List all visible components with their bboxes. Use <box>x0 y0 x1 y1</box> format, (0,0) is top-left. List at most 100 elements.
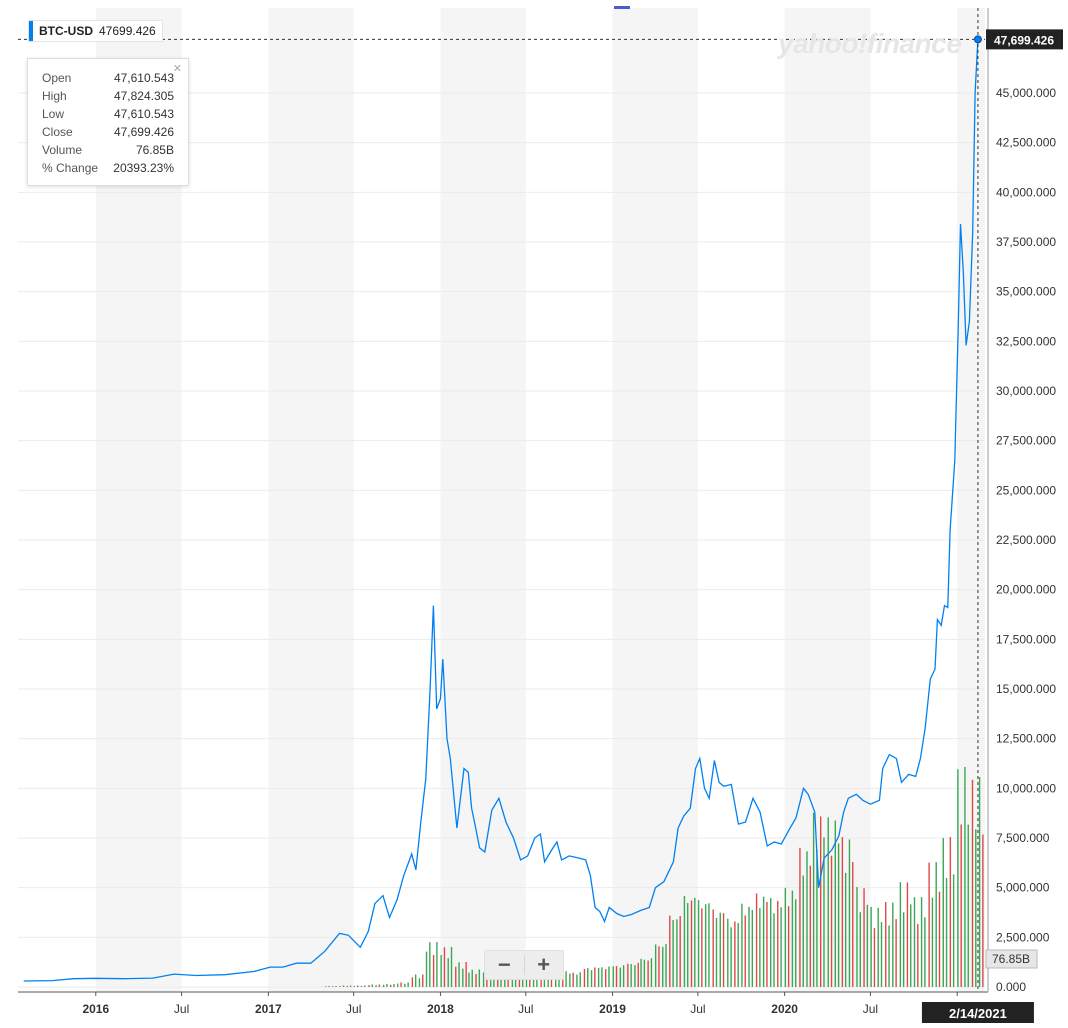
volume-bar <box>802 875 804 987</box>
y-tick-label: 5,000.000 <box>996 881 1050 895</box>
y-tick-label: 0.000 <box>996 980 1026 994</box>
volume-bar <box>708 903 710 987</box>
volume-bar <box>572 972 574 987</box>
volume-bar <box>597 967 600 987</box>
price-line[interactable] <box>23 39 979 982</box>
volume-bar <box>913 897 916 987</box>
volume-bar <box>960 824 962 987</box>
y-tick-label: 7,500.000 <box>996 831 1050 845</box>
volume-bar <box>662 946 664 987</box>
tooltip-label: Low <box>42 107 65 121</box>
volume-label: 76.85B <box>992 952 1030 966</box>
volume-bar <box>353 985 356 987</box>
volume-bar <box>856 887 858 987</box>
volume-bar <box>819 816 822 987</box>
tooltip-value: 47,824.305 <box>113 89 174 103</box>
volume-bar <box>640 958 642 987</box>
volume-bar <box>830 855 833 987</box>
volume-bar <box>375 985 377 987</box>
volume-bar <box>562 973 564 987</box>
volume-bar <box>676 919 678 987</box>
tooltip-row-open: Open 47,610.543 <box>42 69 174 87</box>
zoom-in-button[interactable]: + <box>537 952 551 977</box>
y-tick-label: 25,000.000 <box>996 483 1056 497</box>
volume-bar <box>734 921 736 987</box>
volume-bar <box>414 974 417 987</box>
volume-bar <box>737 923 739 987</box>
current-point-marker[interactable] <box>973 35 982 44</box>
volume-bar <box>619 967 622 987</box>
volume-bar <box>569 973 571 987</box>
volume-bar <box>777 900 779 987</box>
volume-bar <box>704 904 707 987</box>
volume-bar <box>712 909 714 987</box>
volume-bar <box>920 897 923 987</box>
x-tick-label: Jul <box>346 1002 361 1016</box>
range-indicator[interactable] <box>614 6 630 9</box>
volume-bar <box>791 890 794 987</box>
volume-bar <box>863 888 865 987</box>
volume-bar <box>697 900 700 987</box>
zoom-out-button[interactable]: − <box>497 952 511 977</box>
tooltip-row-high: High 47,824.305 <box>42 87 174 105</box>
y-tick-label: 40,000.000 <box>996 185 1056 199</box>
volume-bar <box>766 901 768 987</box>
volume-bar <box>924 917 926 987</box>
volume-bar <box>432 955 435 987</box>
volume-bar <box>637 962 639 987</box>
volume-bar <box>931 897 934 987</box>
volume-bar <box>694 897 696 987</box>
volume-bar <box>604 969 607 987</box>
volume-bar <box>669 915 671 987</box>
symbol-name: BTC-USD <box>39 24 93 38</box>
volume-bar <box>730 927 732 987</box>
tooltip-row-low: Low 47,610.543 <box>42 105 174 123</box>
volume-bar <box>690 900 693 987</box>
volume-bar <box>866 904 869 987</box>
volume-bar <box>356 985 359 987</box>
volume-bar <box>823 837 825 987</box>
volume-bar <box>601 967 603 987</box>
volume-bar <box>382 984 385 987</box>
y-tick-label: 20,000.000 <box>996 583 1056 597</box>
period-band <box>268 8 354 992</box>
volume-bar <box>665 944 667 987</box>
y-tick-label: 22,500.000 <box>996 533 1056 547</box>
volume-bar <box>404 983 406 987</box>
volume-bar <box>324 986 327 987</box>
volume-bar <box>816 849 818 987</box>
close-icon[interactable]: ✕ <box>172 63 182 75</box>
y-tick-label: 27,500.000 <box>996 434 1056 448</box>
volume-bar <box>389 984 392 987</box>
volume-bar <box>719 912 721 987</box>
volume-label-box <box>985 949 1038 969</box>
volume-bar <box>895 919 897 987</box>
volume-bar <box>378 984 381 987</box>
volume-bar <box>935 862 937 987</box>
volume-bar <box>880 922 883 987</box>
price-label-box <box>986 29 1063 50</box>
y-tick-label: 30,000.000 <box>996 384 1056 398</box>
x-tick-label: 2019 <box>599 1002 626 1016</box>
volume-bar <box>672 919 674 987</box>
volume-bar <box>332 986 334 987</box>
volume-bar <box>594 967 596 987</box>
volume-bar <box>407 982 409 987</box>
volume-bar <box>455 966 457 987</box>
volume-bar <box>587 968 589 987</box>
tooltip-value: 20393.23% <box>113 161 174 175</box>
volume-bar <box>841 837 844 987</box>
volume-bar <box>583 968 586 987</box>
x-tick-label: Jul <box>174 1002 189 1016</box>
y-tick-label: 17,500.000 <box>996 632 1056 646</box>
yahoo-finance-watermark: yahoo!finance <box>778 28 962 59</box>
volume-bar <box>683 895 686 987</box>
y-tick-label: 32,500.000 <box>996 334 1056 348</box>
volume-bar <box>650 958 653 987</box>
volume-bar <box>809 865 812 987</box>
symbol-legend[interactable]: BTC-USD 47699.426 <box>28 20 163 42</box>
volume-bar <box>418 978 421 987</box>
tooltip-value: 76.85B <box>135 143 174 157</box>
volume-bar <box>755 893 758 987</box>
